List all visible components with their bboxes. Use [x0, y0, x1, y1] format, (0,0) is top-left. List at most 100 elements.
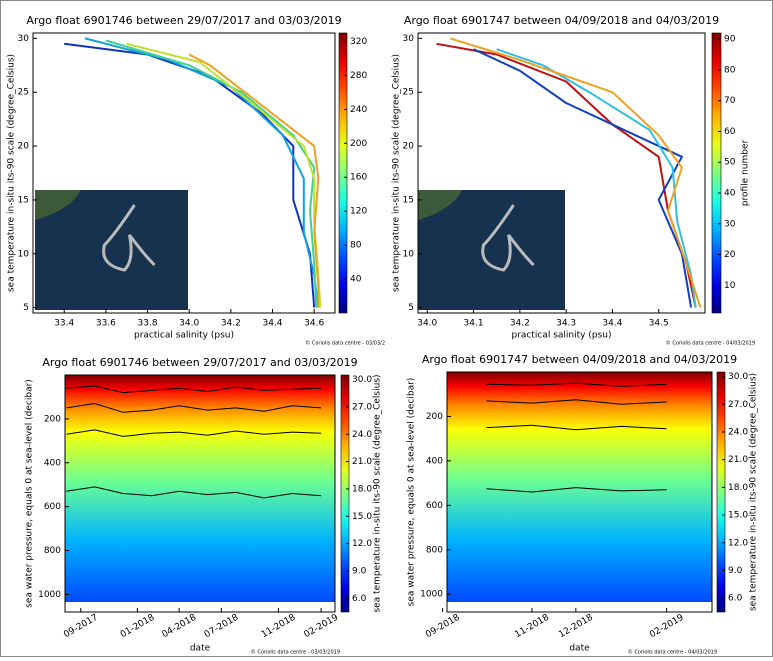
profile-line — [188, 53, 320, 308]
y-tick-label: 20 — [18, 142, 30, 152]
colorbar-tick-label: 160 — [350, 173, 367, 183]
colorbar — [338, 32, 348, 314]
y-tick-label: 5 — [23, 303, 29, 313]
colorbar-tick-label: 320 — [350, 37, 367, 47]
colorbar-tick-label: 40 — [350, 275, 362, 285]
contour-line — [486, 399, 667, 405]
colorbar-label: profile number — [741, 139, 751, 206]
y-tick-label: 25 — [18, 88, 29, 98]
colorbar-tick-label: 12.0 — [728, 538, 748, 548]
colorbar-tick-label: 70 — [724, 96, 736, 106]
colorbar-tick-label: 80 — [350, 241, 362, 251]
x-axis-label: date — [569, 644, 590, 654]
y-tick-label: 15 — [18, 195, 29, 205]
y-tick-label: 400 — [44, 458, 61, 468]
plot-frame — [32, 32, 336, 314]
y-tick-label: 200 — [44, 414, 61, 424]
no-data-strip — [65, 602, 335, 612]
credit: © Coriolis data centre - 04/03/2019 — [628, 649, 717, 656]
contour-line — [66, 403, 322, 413]
y-tick-label: 1000 — [420, 590, 443, 600]
x-tick-label: 33.6 — [96, 319, 116, 329]
y-tick-label: 30 — [403, 34, 415, 44]
colorbar-tick-label: 24.0 — [728, 428, 748, 438]
y-tick-label: 30 — [18, 34, 30, 44]
x-tick-label: 34.1 — [464, 319, 484, 329]
colorbar-tick-label: 27.0 — [352, 402, 372, 412]
inset-land — [418, 190, 463, 220]
y-axis-label: sea temperature in-situ its-90 scale (de… — [7, 54, 17, 292]
colorbar-tick-label: 21.0 — [352, 457, 372, 467]
chart-title: Argo float 6901747 between 04/09/2018 an… — [404, 14, 719, 27]
credit: © Coriolis data centre - 04/03/2019 — [666, 340, 755, 347]
x-tick-label: 34.4 — [262, 319, 282, 329]
colorbar-tick-label: 9.0 — [352, 566, 367, 576]
contour-line — [66, 429, 322, 437]
y-tick-label: 800 — [426, 545, 443, 555]
colorbar-tick-label: 27.0 — [728, 400, 748, 410]
colorbar-tick-label: 60 — [724, 127, 736, 137]
y-axis-label: sea water pressure, equals 0 at sea-leve… — [407, 378, 417, 607]
colorbar-tick-label: 280 — [350, 71, 367, 81]
x-tick-label: 34.6 — [304, 319, 324, 329]
colorbar-tick-label: 18.0 — [728, 483, 748, 493]
profile-line — [450, 37, 702, 308]
colorbar-tick-label: 80 — [724, 65, 736, 75]
colorbar-tick-label: 200 — [350, 139, 367, 149]
y-tick-label: 400 — [426, 456, 443, 466]
x-tick-label: 34.3 — [556, 319, 576, 329]
inset-track — [481, 204, 535, 272]
colorbar — [340, 374, 350, 613]
chart-title: Argo float 6901747 between 04/09/2018 an… — [422, 353, 737, 366]
x-axis-label: practical salinity (psu) — [134, 331, 234, 341]
y-tick-label: 200 — [426, 412, 443, 422]
plot-frame — [417, 32, 706, 314]
profile-line — [84, 37, 320, 308]
y-tick-label: 20 — [403, 142, 415, 152]
y-tick-label: 600 — [426, 501, 443, 511]
colorbar-label: sea temperature in-situ its-90 scale (de… — [373, 374, 383, 612]
colorbar-tick-label: 6.0 — [352, 594, 367, 604]
colorbar-tick-label: 9.0 — [728, 566, 743, 576]
x-tick-label: 34.0 — [417, 319, 437, 329]
colorbar — [716, 371, 726, 613]
colorbar-tick-label: 12.0 — [352, 539, 372, 549]
y-tick-label: 15 — [403, 195, 414, 205]
colorbar-tick-label: 15.0 — [352, 512, 372, 522]
y-tick-label: 10 — [403, 249, 415, 259]
chart-title: Argo float 6901746 between 29/07/2017 an… — [26, 14, 341, 27]
contour-line — [486, 382, 667, 387]
heatmap-field — [447, 372, 712, 612]
colorbar-tick-label: 30 — [724, 219, 736, 229]
x-tick-label: 34.0 — [179, 319, 199, 329]
colorbar-label: sea temperature in-situ its-90 scale (de… — [749, 373, 759, 611]
x-axis-label: date — [190, 644, 211, 654]
colorbar-tick-label: 20 — [724, 250, 736, 260]
y-tick-label: 1000 — [38, 590, 61, 600]
x-axis-label: practical salinity (psu) — [512, 331, 612, 341]
x-tick-label: 34.2 — [221, 319, 241, 329]
colorbar-tick-label: 21.0 — [728, 455, 748, 465]
contour-line — [66, 486, 322, 499]
colorbar-tick-label: 30.0 — [728, 372, 748, 382]
y-axis-label: sea temperature in-situ its-90 scale (de… — [392, 54, 402, 292]
y-axis-label: sea water pressure, equals 0 at sea-leve… — [25, 379, 35, 608]
inset-track — [102, 204, 156, 272]
plot-frame — [446, 371, 713, 613]
inset-map — [35, 190, 188, 310]
colorbar-tick-label: 40 — [724, 189, 736, 199]
contour-line — [66, 385, 322, 394]
y-tick-label: 10 — [18, 249, 30, 259]
colorbar-tick-label: 18.0 — [352, 484, 372, 494]
x-tick-label: 33.4 — [54, 319, 74, 329]
chart-title: Argo float 6901746 between 29/07/2017 an… — [42, 356, 357, 369]
contour-line — [486, 487, 667, 493]
colorbar — [711, 32, 722, 314]
colorbar-tick-label: 30.0 — [352, 375, 372, 385]
colorbar-tick-label: 15.0 — [728, 511, 748, 521]
contour-line — [486, 424, 667, 431]
colorbar-tick-label: 240 — [350, 105, 367, 115]
colorbar-tick-label: 120 — [350, 207, 367, 217]
x-tick-label: 34.5 — [649, 319, 669, 329]
inset-land — [35, 190, 81, 220]
